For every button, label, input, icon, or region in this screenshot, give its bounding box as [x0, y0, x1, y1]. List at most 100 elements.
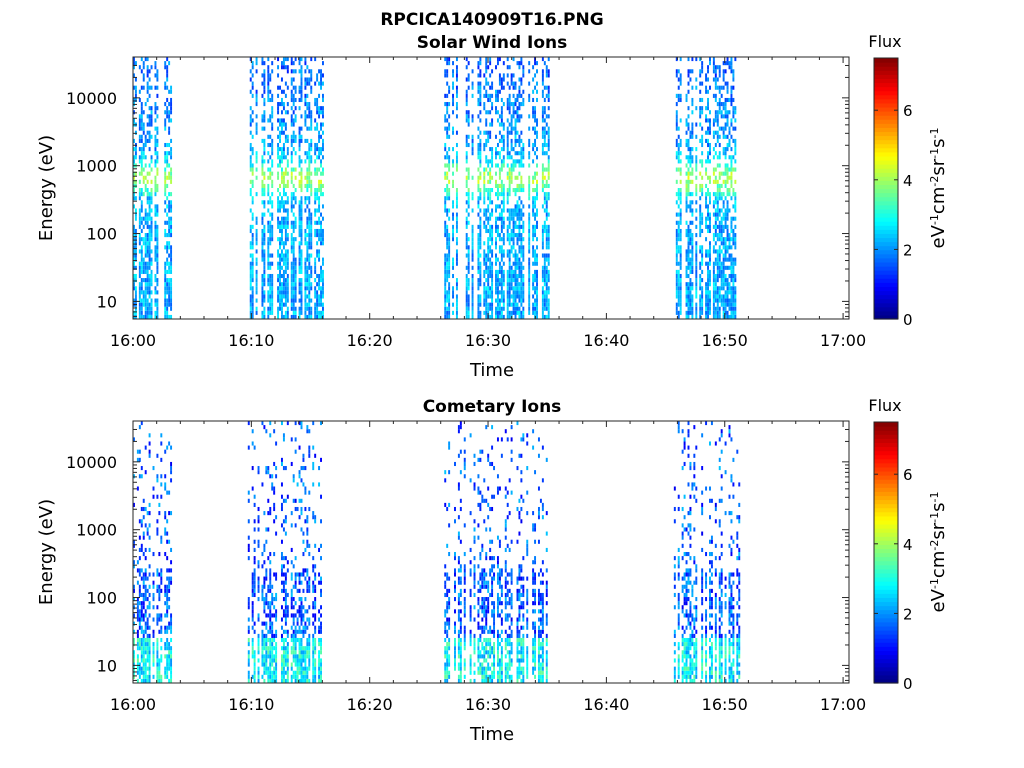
- flux-cell: [726, 192, 729, 197]
- flux-cell: [261, 155, 264, 160]
- flux-cell: [320, 110, 322, 115]
- flux-cell: [164, 155, 167, 160]
- flux-cell: [487, 253, 490, 258]
- flux-cell: [455, 85, 458, 90]
- flux-cell: [133, 584, 135, 589]
- flux-cell: [138, 457, 141, 462]
- plot-frame-solar-wind: [132, 56, 850, 320]
- flux-cell: [253, 678, 256, 683]
- flux-cell: [170, 106, 173, 111]
- flux-cell: [716, 233, 719, 238]
- flux-cell: [306, 257, 309, 262]
- flux-cell: [699, 159, 702, 164]
- flux-cell: [730, 228, 733, 234]
- flux-cell: [446, 73, 449, 78]
- flux-cell: [455, 188, 458, 193]
- flux-cell: [677, 269, 680, 274]
- flux-cell: [277, 278, 280, 283]
- flux-cell: [320, 147, 322, 152]
- flux-cell: [485, 278, 488, 283]
- flux-cell: [320, 310, 322, 315]
- flux-cell: [444, 273, 447, 279]
- flux-cell: [730, 196, 733, 201]
- flux-cell: [280, 159, 283, 164]
- flux-cell: [685, 196, 688, 201]
- flux-cell: [154, 102, 157, 107]
- flux-cell: [730, 278, 733, 283]
- flux-cell: [691, 122, 694, 127]
- flux-cell: [166, 204, 169, 209]
- flux-cell: [304, 122, 307, 127]
- flux-cell: [691, 102, 694, 107]
- flux-cell: [168, 224, 171, 229]
- flux-cell: [304, 208, 307, 213]
- flux-cell: [306, 286, 309, 291]
- flux-cell: [465, 151, 468, 156]
- flux-cell: [166, 605, 169, 610]
- flux-cell: [304, 286, 307, 291]
- flux-cell: [280, 306, 283, 311]
- flux-cell: [148, 69, 151, 74]
- flux-cell: [479, 110, 482, 115]
- flux-cell: [249, 302, 252, 307]
- flux-cell: [140, 576, 143, 581]
- flux-cell: [498, 138, 501, 143]
- flux-cell: [699, 282, 702, 287]
- flux-cell: [306, 224, 309, 229]
- flux-cell: [318, 298, 321, 303]
- flux-cell: [136, 449, 139, 454]
- flux-cell: [518, 208, 521, 213]
- flux-cell: [316, 106, 319, 111]
- flux-cell: [158, 662, 161, 667]
- flux-cell: [247, 654, 250, 659]
- flux-cell: [275, 531, 278, 536]
- flux-cell: [300, 216, 303, 221]
- flux-cell: [168, 290, 171, 295]
- flux-cell: [255, 298, 258, 303]
- flux-cell: [479, 298, 482, 303]
- flux-cell: [261, 314, 264, 319]
- flux-cell: [495, 290, 497, 295]
- flux-cell: [273, 674, 276, 679]
- flux-cell: [138, 592, 141, 598]
- flux-cell: [308, 163, 311, 168]
- flux-cell: [144, 666, 147, 671]
- flux-cell: [705, 77, 708, 82]
- flux-cell: [543, 302, 546, 307]
- flux-cell: [140, 421, 143, 426]
- flux-cell: [282, 290, 285, 295]
- flux-cell: [277, 286, 280, 291]
- flux-cell: [707, 175, 709, 180]
- flux-cell: [255, 269, 258, 274]
- flux-cell: [716, 179, 719, 184]
- flux-cell: [485, 138, 488, 143]
- flux-cell: [322, 114, 324, 119]
- flux-cell: [685, 298, 688, 303]
- flux-cell: [520, 200, 523, 205]
- flux-cell: [269, 73, 272, 78]
- flux-cell: [249, 261, 252, 266]
- flux-cell: [146, 282, 149, 287]
- flux-cell: [705, 118, 708, 123]
- flux-cell: [154, 212, 157, 217]
- flux-cell: [471, 241, 474, 246]
- flux-cell: [685, 269, 688, 274]
- flux-cell: [508, 130, 511, 135]
- flux-cell: [500, 138, 503, 143]
- flux-cell: [485, 122, 488, 127]
- flux-cell: [144, 188, 147, 193]
- flux-cell: [144, 298, 147, 303]
- flux-cell: [320, 159, 322, 164]
- flux-cell: [536, 257, 538, 262]
- flux-cell: [269, 666, 272, 671]
- flux-cell: [144, 662, 147, 667]
- flux-cell: [448, 102, 451, 107]
- flux-cell: [251, 576, 254, 581]
- flux-cell: [138, 261, 141, 266]
- flux-cell: [249, 241, 252, 246]
- flux-cell: [148, 253, 151, 258]
- flux-cell: [247, 601, 250, 606]
- flux-cell: [448, 233, 451, 238]
- flux-cell: [714, 249, 717, 254]
- flux-cell: [520, 151, 523, 156]
